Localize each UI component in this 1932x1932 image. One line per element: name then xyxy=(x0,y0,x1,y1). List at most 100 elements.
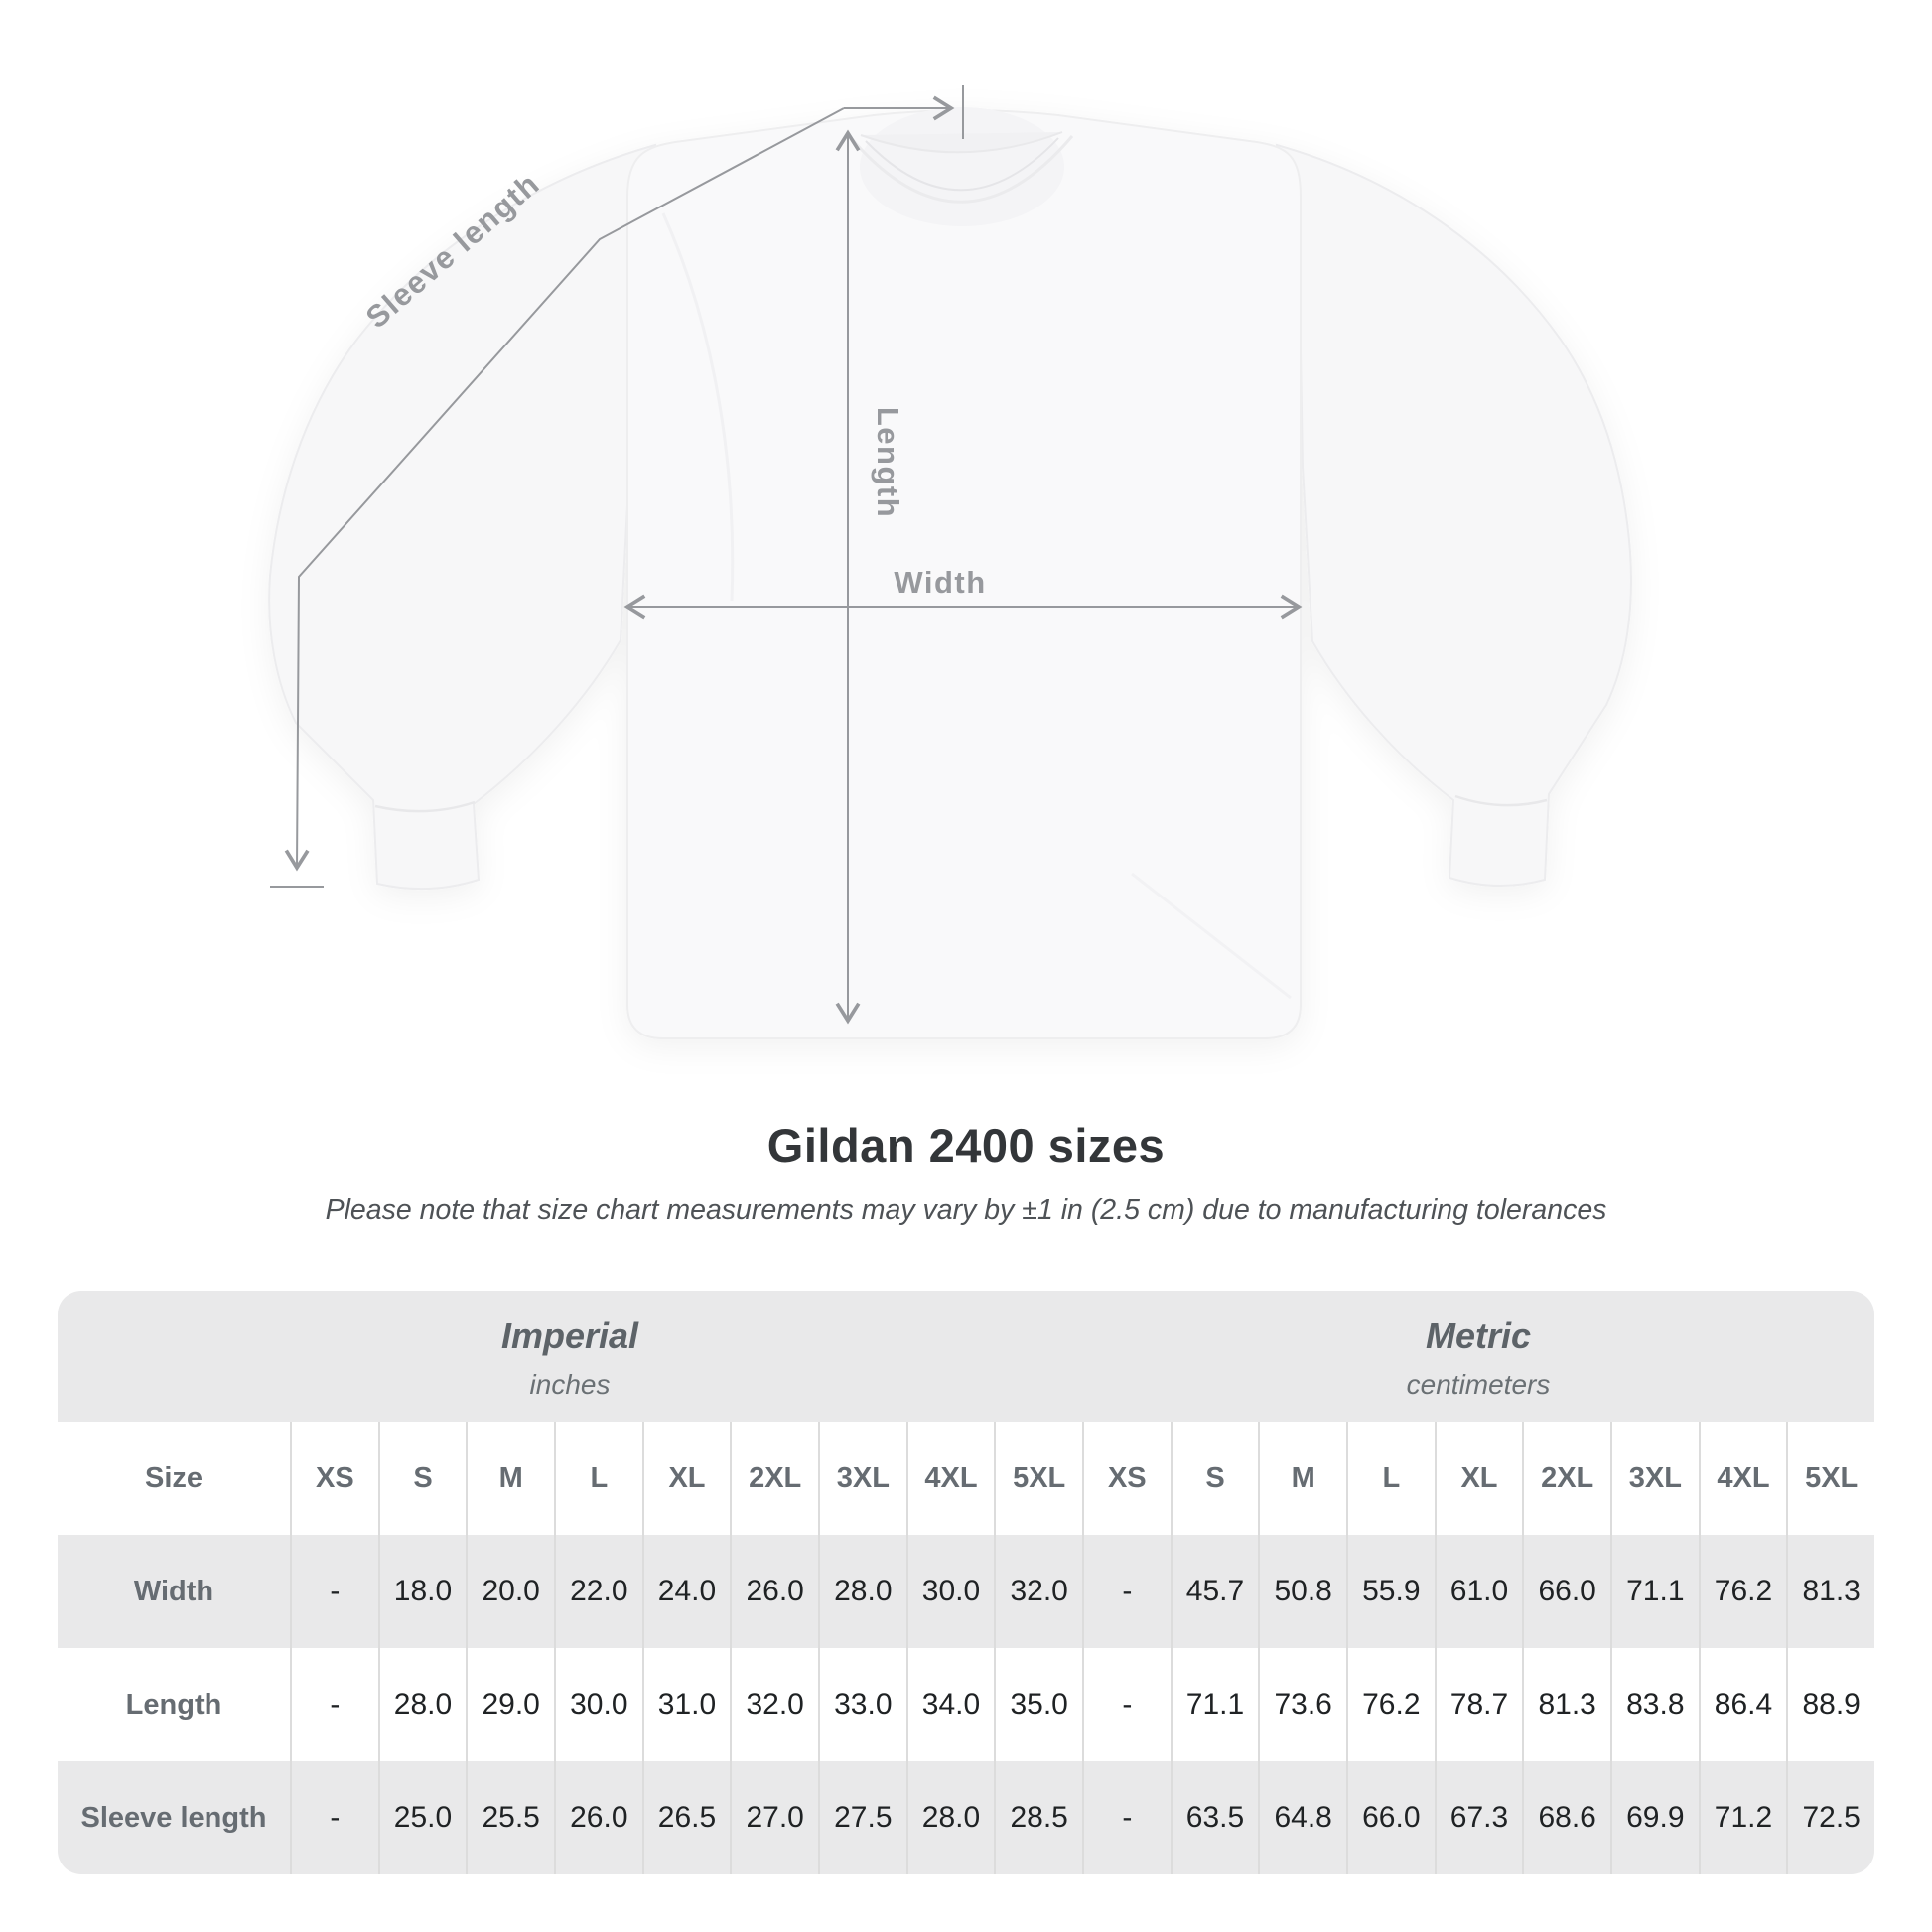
shirt-measurement-diagram: Sleeve length Length Width xyxy=(268,85,1632,1039)
shirt-right-sleeve xyxy=(1275,143,1632,887)
measurement-cell-metric: 71.2 xyxy=(1698,1761,1787,1874)
measurement-cell-metric: 73.6 xyxy=(1258,1648,1346,1761)
measurement-cell-imperial: 28.5 xyxy=(994,1761,1082,1874)
length-label: Length xyxy=(871,407,905,518)
measurement-cell-metric: 83.8 xyxy=(1609,1648,1699,1761)
measurement-cell-metric: - xyxy=(1081,1648,1171,1761)
measurement-cell-imperial: 30.0 xyxy=(553,1648,642,1761)
measurement-lines xyxy=(270,85,1303,1025)
measurement-cell-metric: 55.9 xyxy=(1345,1535,1435,1648)
measurement-cell-metric: 69.9 xyxy=(1609,1761,1699,1874)
measurement-cell-metric: 71.1 xyxy=(1609,1535,1699,1648)
size-col-header-metric-xl: XL xyxy=(1434,1422,1523,1535)
measurement-cell-imperial: 32.0 xyxy=(730,1648,818,1761)
measurement-cell-imperial: 28.0 xyxy=(905,1761,995,1874)
measurement-cell-imperial: 27.0 xyxy=(730,1761,818,1874)
measurement-cell-imperial: 26.5 xyxy=(641,1761,731,1874)
size-col-header-metric-4xl: 4XL xyxy=(1698,1422,1787,1535)
measurement-cell-metric: 66.0 xyxy=(1345,1761,1435,1874)
size-table: Imperial inches Metric centimeters Size X… xyxy=(58,1291,1874,1874)
size-col-header-imperial-m: M xyxy=(466,1422,554,1535)
metric-unit-label: centimeters xyxy=(1406,1369,1551,1400)
size-col-header-imperial-2xl: 2XL xyxy=(730,1422,818,1535)
unit-header-band: Imperial inches Metric centimeters xyxy=(58,1291,1874,1422)
imperial-header-group: Imperial inches xyxy=(58,1291,1082,1422)
size-col-header-metric-3xl: 3XL xyxy=(1609,1422,1699,1535)
size-col-header-metric-s: S xyxy=(1170,1422,1259,1535)
metric-header: Metric xyxy=(1425,1315,1532,1356)
measurement-cell-metric: - xyxy=(1081,1535,1171,1648)
measurement-cell-imperial: - xyxy=(290,1535,378,1648)
right-cuff-seam xyxy=(1454,794,1548,807)
measurement-cell-metric: 68.6 xyxy=(1522,1761,1610,1874)
measurement-cell-metric: 76.2 xyxy=(1345,1648,1435,1761)
tolerance-note: Please note that size chart measurements… xyxy=(325,1194,1607,1226)
measurement-cell-metric: 81.3 xyxy=(1522,1648,1610,1761)
measurement-cell-imperial: 34.0 xyxy=(905,1648,995,1761)
size-col-header-imperial-xs: XS xyxy=(290,1422,378,1535)
measurement-cell-imperial: 35.0 xyxy=(994,1648,1082,1761)
measurement-cell-metric: 66.0 xyxy=(1522,1535,1610,1648)
measurement-cell-metric: 63.5 xyxy=(1170,1761,1259,1874)
measurement-cell-imperial: 18.0 xyxy=(377,1535,467,1648)
measurement-cell-imperial: 31.0 xyxy=(641,1648,731,1761)
measurement-cell-imperial: 24.0 xyxy=(641,1535,731,1648)
imperial-unit-label: inches xyxy=(529,1369,611,1400)
measurement-cell-metric: 86.4 xyxy=(1698,1648,1787,1761)
size-col-header-metric-l: L xyxy=(1345,1422,1435,1535)
measurement-cell-metric: 64.8 xyxy=(1258,1761,1346,1874)
measurement-cell-imperial: 25.0 xyxy=(377,1761,467,1874)
collar-outer-arc xyxy=(850,135,1074,204)
measurement-cell-metric: 61.0 xyxy=(1434,1535,1523,1648)
measurement-cell-imperial: 30.0 xyxy=(905,1535,995,1648)
measurement-cell-metric: 71.1 xyxy=(1170,1648,1259,1761)
size-col-header-metric-2xl: 2XL xyxy=(1522,1422,1610,1535)
width-label: Width xyxy=(894,565,986,600)
measurement-cell-metric: 67.3 xyxy=(1434,1761,1523,1874)
row-label: Length xyxy=(58,1648,290,1761)
measurement-cell-imperial: 26.0 xyxy=(730,1535,818,1648)
size-col-header-imperial-3xl: 3XL xyxy=(817,1422,906,1535)
measurement-cell-metric: - xyxy=(1081,1761,1171,1874)
fabric-crease xyxy=(661,212,735,602)
measurement-cell-imperial: 25.5 xyxy=(466,1761,554,1874)
sleeve-length-line xyxy=(284,107,845,872)
size-col-header-metric-m: M xyxy=(1258,1422,1346,1535)
fabric-crease xyxy=(1131,872,1292,1000)
measurement-cell-metric: 72.5 xyxy=(1786,1761,1874,1874)
size-header-cell: Size xyxy=(58,1422,290,1535)
measurement-cell-imperial: 33.0 xyxy=(817,1648,906,1761)
size-col-header-imperial-l: L xyxy=(553,1422,642,1535)
size-grid: Size XS S M L XL 2XL 3XL 4XL 5XL XS S M L XL 2XL 3XL 4XL 5… xyxy=(58,1422,1874,1874)
chart-title: Gildan 2400 sizes xyxy=(766,1119,1166,1172)
measurement-cell-imperial: 26.0 xyxy=(553,1761,642,1874)
row-label: Sleeve length xyxy=(58,1761,290,1874)
measurement-cell-metric: 50.8 xyxy=(1258,1535,1346,1648)
measurement-cell-imperial: 20.0 xyxy=(466,1535,554,1648)
size-col-header-imperial-xl: XL xyxy=(641,1422,731,1535)
title-block: Gildan 2400 sizes Please note that size … xyxy=(0,1118,1932,1227)
size-col-header-metric-xs: XS xyxy=(1081,1422,1171,1535)
measurement-cell-imperial: 22.0 xyxy=(553,1535,642,1648)
size-col-header-imperial-5xl: 5XL xyxy=(994,1422,1082,1535)
measurement-cell-imperial: 28.0 xyxy=(817,1535,906,1648)
left-cuff-seam xyxy=(374,800,476,813)
measurement-cell-imperial: 32.0 xyxy=(994,1535,1082,1648)
row-label: Width xyxy=(58,1535,290,1648)
collar-inner-seam xyxy=(865,137,1059,192)
shirt-torso xyxy=(626,109,1302,1039)
measurement-cell-metric: 45.7 xyxy=(1170,1535,1259,1648)
measurement-cell-imperial: 27.5 xyxy=(817,1761,906,1874)
measurement-cell-imperial: 29.0 xyxy=(466,1648,554,1761)
metric-header-group: Metric centimeters xyxy=(1082,1291,1874,1422)
size-col-header-imperial-4xl: 4XL xyxy=(905,1422,995,1535)
measurement-cell-metric: 81.3 xyxy=(1786,1535,1874,1648)
size-col-header-metric-5xl: 5XL xyxy=(1786,1422,1874,1535)
shirt-illustration xyxy=(268,107,1632,1039)
size-col-header-imperial-s: S xyxy=(377,1422,467,1535)
measurement-cell-metric: 76.2 xyxy=(1698,1535,1787,1648)
measurement-cell-imperial: - xyxy=(290,1761,378,1874)
shirt-left-sleeve xyxy=(268,143,657,891)
measurement-cell-imperial: 28.0 xyxy=(377,1648,467,1761)
